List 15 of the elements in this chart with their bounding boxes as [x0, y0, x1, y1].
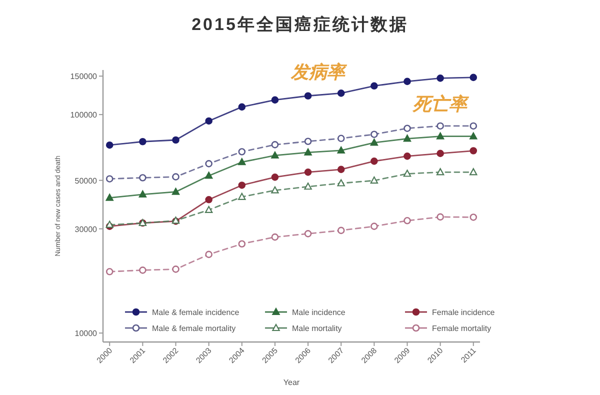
legend-label: Female mortality: [432, 324, 492, 333]
legend-label: Female incidence: [432, 308, 496, 317]
legend-label: Male incidence: [292, 308, 346, 317]
annotation: 发病率: [291, 62, 345, 82]
y-tick-label: 30000: [74, 224, 98, 234]
title: 2015年全国癌症统计数据: [192, 15, 408, 34]
x-axis-title: Year: [283, 378, 300, 387]
y-tick-label: 50000: [74, 176, 98, 186]
legend-label: Male & female incidence: [152, 308, 240, 317]
y-tick-label: 100000: [70, 110, 98, 120]
annotation: 死亡率: [413, 94, 467, 114]
y-tick-label: 10000: [74, 329, 98, 338]
legend-label: Male mortality: [292, 324, 342, 333]
y-tick-label: 150000: [70, 72, 98, 82]
legend-label: Male & female mortality: [152, 324, 236, 333]
